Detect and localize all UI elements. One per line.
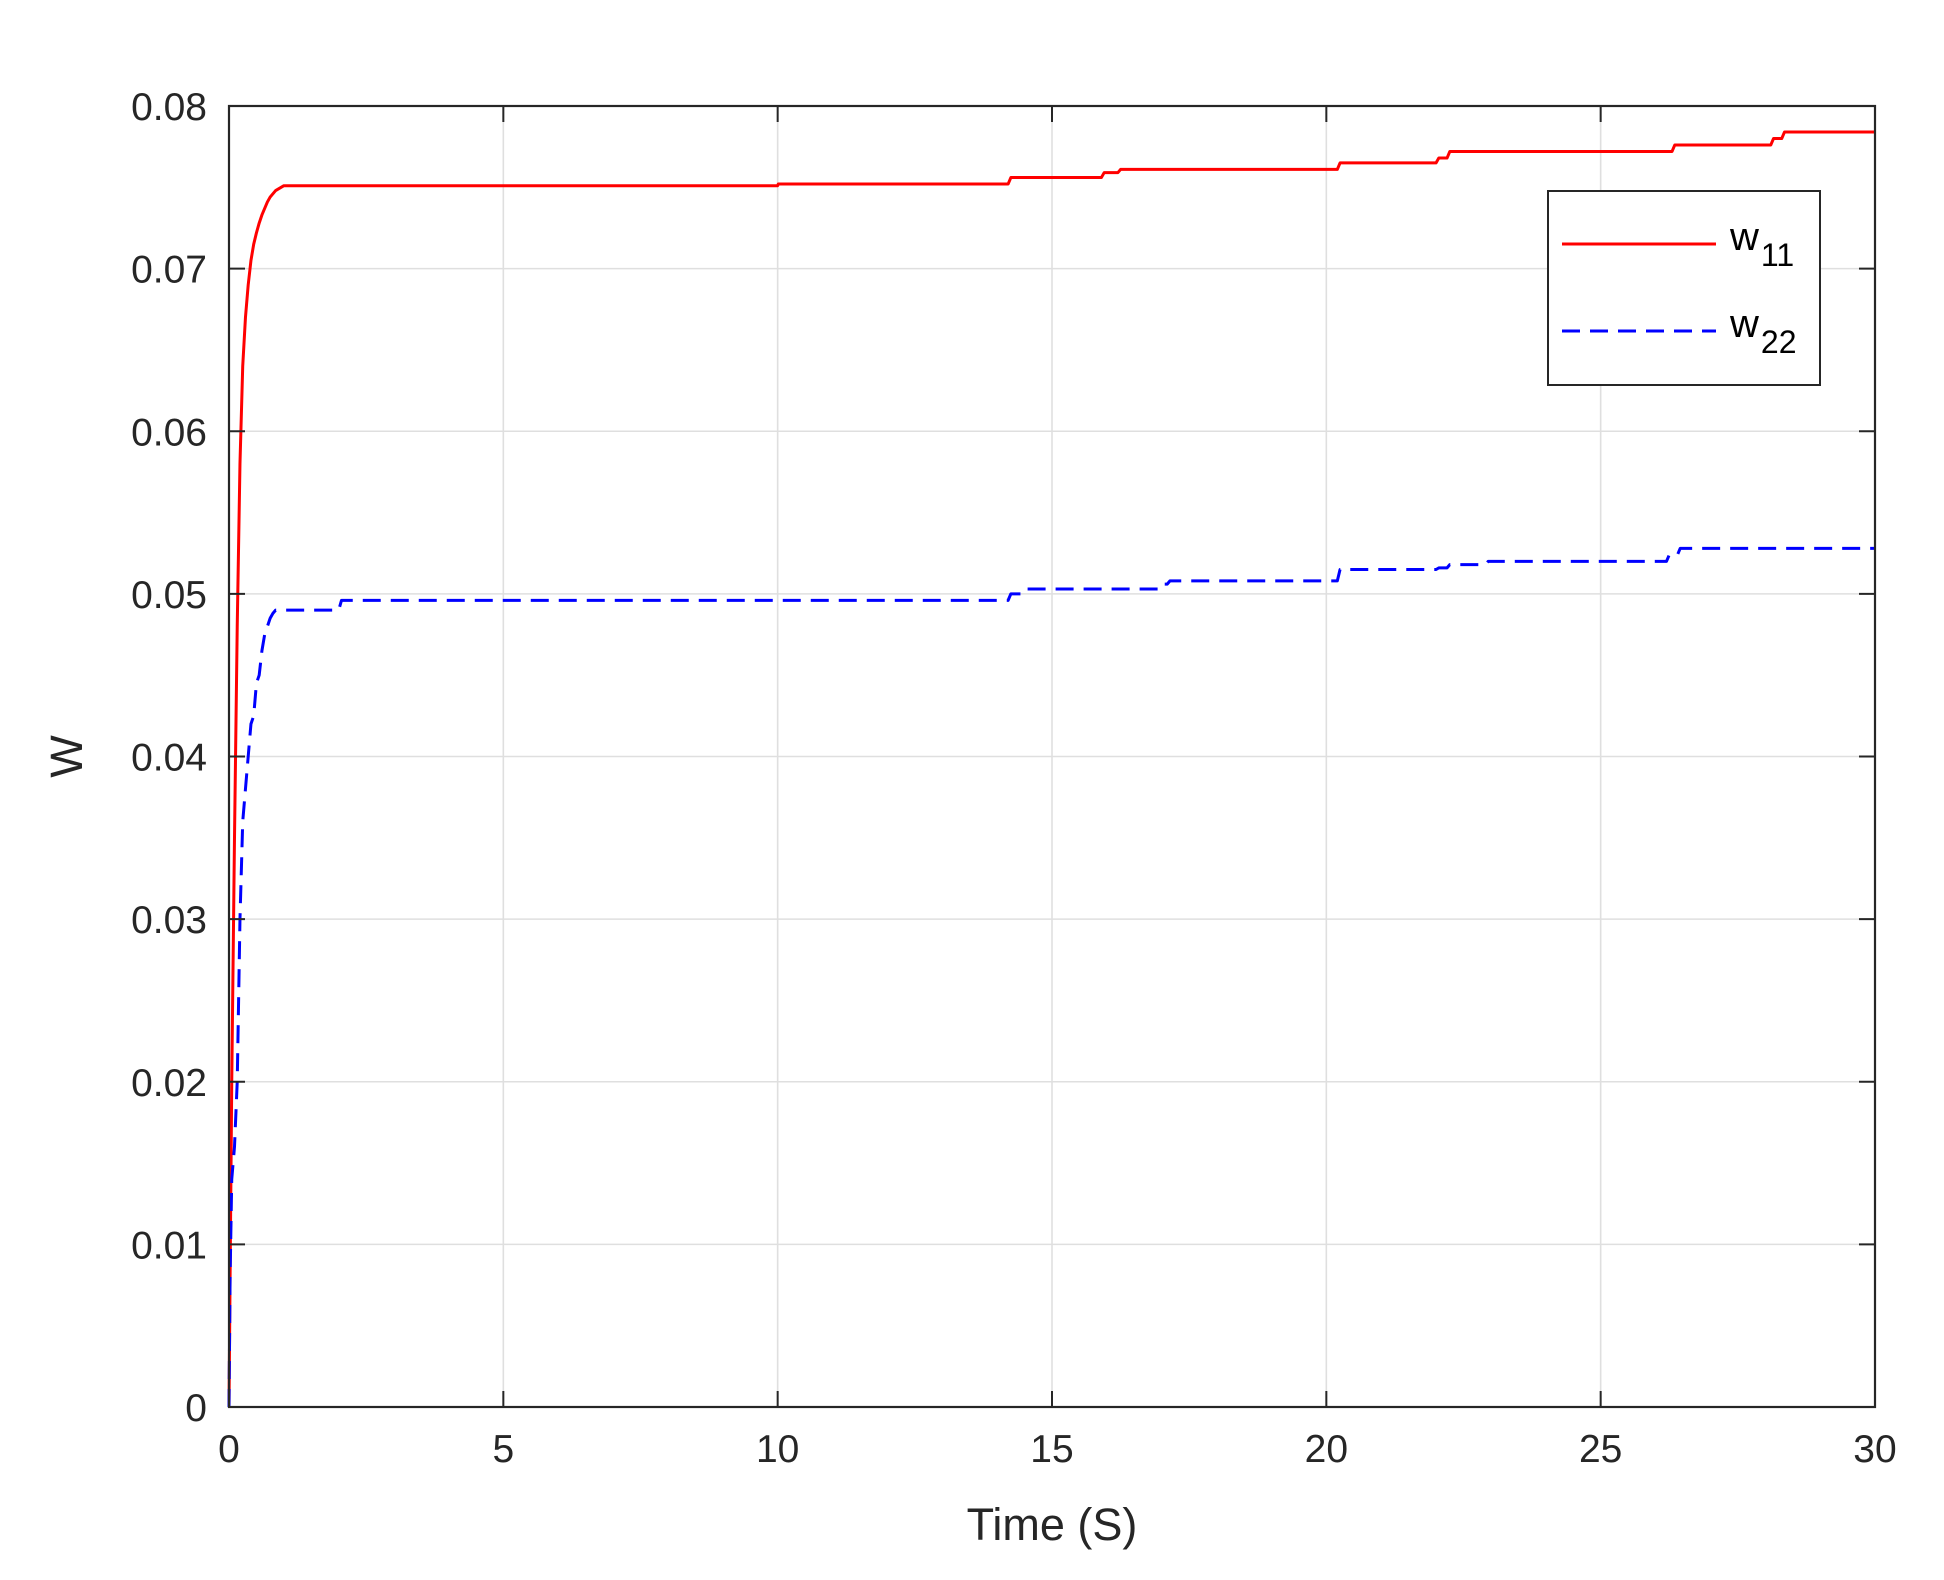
x-tick-label: 25 bbox=[1579, 1428, 1622, 1471]
y-tick-label: 0.01 bbox=[131, 1224, 207, 1267]
x-tick-label: 5 bbox=[492, 1428, 514, 1471]
legend-box bbox=[1547, 190, 1821, 386]
series-line-w11 bbox=[227, 130, 1875, 1408]
y-tick-label: 0.08 bbox=[131, 86, 207, 129]
legend-entry-w22: w22 bbox=[1729, 302, 1796, 360]
legend-entry-w11-subscript: 11 bbox=[1761, 237, 1794, 273]
x-tick-label: 30 bbox=[1853, 1428, 1896, 1471]
y-tick-label: 0 bbox=[185, 1387, 207, 1430]
x-tick-label: 20 bbox=[1305, 1428, 1348, 1471]
x-axis-label: Time (S) bbox=[967, 1499, 1138, 1550]
legend-entry-w22-base: w bbox=[1729, 302, 1759, 346]
y-tick-label: 0.03 bbox=[131, 899, 207, 942]
tick-labels: 0 5 10 15 20 25 30 0 0.01 0.02 0.03 0.04 0.05 0.06 0.0… bbox=[131, 86, 1897, 1471]
legend: w11 w22 bbox=[1547, 190, 1821, 386]
axis-ticks bbox=[228, 105, 1876, 1408]
legend-entry-w11: w11 bbox=[1729, 215, 1794, 273]
series-line-w22 bbox=[227, 546, 1875, 1408]
legend-entry-w11-base: w bbox=[1729, 215, 1759, 259]
y-tick-label: 0.06 bbox=[131, 411, 207, 454]
series-layer bbox=[227, 130, 1875, 1408]
x-tick-label: 15 bbox=[1030, 1428, 1073, 1471]
y-tick-label: 0.04 bbox=[131, 737, 207, 780]
y-tick-label: 0.07 bbox=[131, 249, 207, 292]
x-tick-label: 0 bbox=[218, 1428, 240, 1471]
x-tick-label: 10 bbox=[756, 1428, 799, 1471]
legend-entry-w22-subscript: 22 bbox=[1761, 324, 1797, 360]
y-tick-label: 0.02 bbox=[131, 1062, 207, 1105]
y-tick-label: 0.05 bbox=[131, 574, 207, 617]
y-axis-label: W bbox=[41, 735, 92, 778]
